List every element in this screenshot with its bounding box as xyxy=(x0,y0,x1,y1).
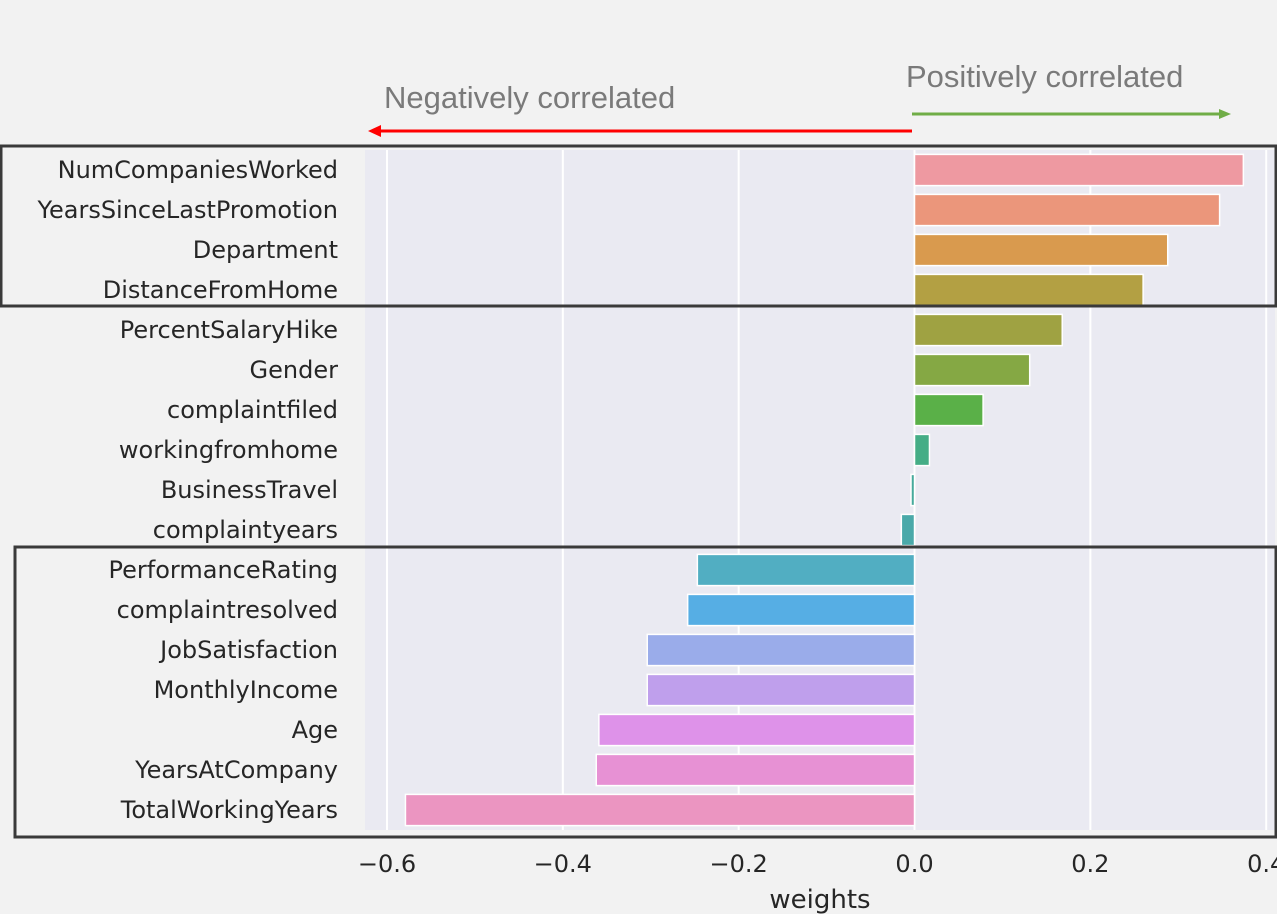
category-label: PercentSalaryHike xyxy=(120,316,338,344)
bar xyxy=(913,153,1245,187)
highlight-box-top xyxy=(0,144,1277,308)
category-label: YearsAtCompany xyxy=(134,756,338,784)
bar xyxy=(913,193,1221,227)
bar xyxy=(696,553,916,587)
category-label: Age xyxy=(292,716,338,744)
negative-annotation: Negatively correlated xyxy=(384,80,675,115)
bar xyxy=(646,633,916,667)
bar xyxy=(913,233,1169,267)
category-label: complaintfiled xyxy=(167,396,338,424)
x-tick-label: 0.2 xyxy=(1071,850,1109,878)
bar xyxy=(913,393,984,427)
bar xyxy=(686,593,916,627)
negative-arrow xyxy=(368,125,912,137)
bar xyxy=(913,433,931,467)
bar xyxy=(913,353,1031,387)
category-label: BusinessTravel xyxy=(161,476,338,504)
category-label: PerformanceRating xyxy=(109,556,338,584)
bar xyxy=(900,513,916,547)
bar xyxy=(910,473,916,507)
category-label: Department xyxy=(193,236,338,264)
category-label: TotalWorkingYears xyxy=(120,796,338,824)
category-label: YearsSinceLastPromotion xyxy=(37,196,339,224)
bar xyxy=(913,313,1063,347)
highlight-box-bottom xyxy=(13,545,1277,839)
bar xyxy=(404,793,916,827)
positive-annotation: Positively correlated xyxy=(906,59,1183,94)
category-label: Gender xyxy=(250,356,339,384)
category-label: JobSatisfaction xyxy=(158,636,338,664)
bar xyxy=(595,753,916,787)
bar xyxy=(598,713,916,747)
category-label: complaintresolved xyxy=(117,596,338,624)
x-tick-label: −0.2 xyxy=(710,850,768,878)
x-tick-label: −0.6 xyxy=(358,850,416,878)
x-tick-label: 0.4 xyxy=(1247,850,1277,878)
category-label: workingfromhome xyxy=(119,436,338,464)
x-tick-label: −0.4 xyxy=(534,850,592,878)
positive-arrow xyxy=(912,109,1231,119)
x-tick-label: 0.0 xyxy=(895,850,933,878)
x-axis-title: weights xyxy=(769,885,870,914)
bar xyxy=(913,273,1144,307)
category-label: DistanceFromHome xyxy=(103,276,338,304)
category-label: NumCompaniesWorked xyxy=(58,156,338,184)
category-label: MonthlyIncome xyxy=(154,676,338,704)
category-labels: NumCompaniesWorked YearsSinceLastPromotio… xyxy=(37,156,339,824)
category-label: complaintyears xyxy=(153,516,338,544)
bars xyxy=(404,153,1245,827)
bar xyxy=(646,673,916,707)
x-tick-labels: −0.6 −0.4 −0.2 0.0 0.2 0.4 xyxy=(358,850,1277,878)
